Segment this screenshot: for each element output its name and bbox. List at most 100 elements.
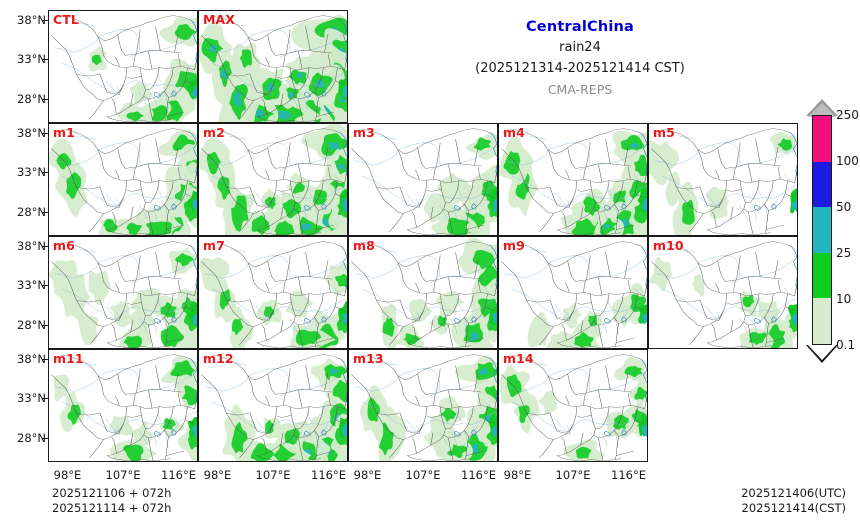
colorbar-band-100 — [813, 116, 831, 162]
y-tick-label: 33°N — [17, 52, 46, 67]
panel-label-ctl: CTL — [53, 12, 79, 27]
y-tick-mark — [42, 98, 48, 100]
x-tick-label: 98°E — [353, 468, 382, 482]
panel-label-m1: m1 — [53, 125, 75, 140]
region-title: CentralChina — [525, 19, 635, 35]
variable-title: rain24 — [559, 40, 601, 55]
footer-right: 2025121406(UTC) 2025121414(CST) — [741, 486, 846, 515]
map-panel-m13[interactable]: m13 — [348, 349, 498, 462]
panel-label-max: MAX — [203, 12, 236, 27]
map-panel-m12[interactable]: m12 — [198, 349, 348, 462]
map-surface — [199, 350, 347, 461]
x-tick-label: 116°E — [611, 468, 646, 482]
panel-label-m12: m12 — [203, 351, 234, 366]
map-surface — [199, 11, 347, 122]
x-tick-label: 116°E — [461, 468, 496, 482]
map-panel-m9[interactable]: m9 — [498, 236, 648, 349]
x-tick-label: 116°E — [161, 468, 196, 482]
y-tick-label: 38°N — [17, 125, 46, 140]
colorbar-band-50 — [813, 161, 831, 208]
y-tick-label: 33°N — [17, 391, 46, 406]
map-panel-m10[interactable]: m10 — [648, 236, 798, 349]
y-tick-label: 38°N — [17, 238, 46, 253]
map-panel-m6[interactable]: m6 — [48, 236, 198, 349]
y-tick-mark — [42, 211, 48, 213]
y-tick-label: 28°N — [17, 91, 46, 106]
panel-label-m3: m3 — [353, 125, 375, 140]
x-tick-label: 98°E — [203, 468, 232, 482]
x-tick-label: 107°E — [405, 468, 441, 482]
y-tick-label: 33°N — [17, 165, 46, 180]
colorbar[interactable] — [812, 115, 832, 345]
panel-label-m6: m6 — [53, 238, 75, 253]
y-tick-mark — [42, 437, 48, 439]
map-panel-max[interactable]: MAX — [198, 10, 348, 123]
panel-label-m13: m13 — [353, 351, 384, 366]
period-title: (2025121314-2025121414 CST) — [475, 61, 685, 76]
map-panel-m4[interactable]: m4 — [498, 123, 648, 236]
map-surface — [49, 124, 197, 235]
y-tick-label: 28°N — [17, 204, 46, 219]
map-surface — [199, 237, 347, 348]
title-block: CentralChina rain24 (2025121314-20251214… — [380, 18, 780, 100]
colorbar-band-25 — [813, 207, 831, 253]
colorbar-tick-10: 10 — [836, 292, 852, 306]
x-tick-label: 107°E — [255, 468, 291, 482]
map-surface — [349, 350, 497, 461]
footer-left: 2025121106 + 072h 2025121114 + 072h — [52, 486, 171, 515]
map-panel-ctl[interactable]: CTL — [48, 10, 198, 123]
map-panel-m14[interactable]: m14 — [498, 349, 648, 462]
colorbar-tick-25: 25 — [836, 246, 852, 260]
map-surface — [349, 124, 497, 235]
footer-right-line1: 2025121406(UTC) — [741, 486, 846, 500]
y-tick-mark — [42, 285, 48, 287]
x-tick-label: 98°E — [53, 468, 82, 482]
colorbar-over-arrow-fill — [808, 103, 836, 117]
colorbar-tick-0p1: 0.1 — [836, 338, 856, 352]
footer-left-line1: 2025121106 + 072h — [52, 486, 172, 500]
map-surface — [649, 124, 797, 235]
y-tick-mark — [42, 132, 48, 134]
x-tick-label: 107°E — [105, 468, 141, 482]
panel-label-m9: m9 — [503, 238, 525, 253]
x-tick-label: 116°E — [311, 468, 346, 482]
panel-label-m10: m10 — [653, 238, 684, 253]
colorbar-tick-100: 100 — [836, 154, 859, 168]
panel-label-m5: m5 — [653, 125, 675, 140]
colorbar-tick-50: 50 — [836, 200, 852, 214]
y-tick-label: 38°N — [17, 351, 46, 366]
map-surface — [49, 237, 197, 348]
footer-right-line2: 2025121414(CST) — [741, 500, 847, 515]
colorbar-band-10 — [813, 252, 831, 299]
map-surface — [49, 350, 197, 461]
y-tick-label: 33°N — [17, 278, 46, 293]
map-panel-m5[interactable]: m5 — [648, 123, 798, 236]
map-surface — [499, 350, 647, 461]
y-tick-label: 38°N — [17, 12, 46, 27]
panel-label-m8: m8 — [353, 238, 375, 253]
map-panel-m7[interactable]: m7 — [198, 236, 348, 349]
model-title: CMA-REPS — [547, 82, 613, 97]
map-panel-m2[interactable]: m2 — [198, 123, 348, 236]
colorbar-band-0.1 — [813, 298, 831, 344]
y-tick-mark — [42, 358, 48, 360]
map-surface — [499, 237, 647, 348]
map-panel-m3[interactable]: m3 — [348, 123, 498, 236]
y-tick-mark — [42, 324, 48, 326]
map-panel-m8[interactable]: m8 — [348, 236, 498, 349]
panel-label-m4: m4 — [503, 125, 525, 140]
y-tick-mark — [42, 59, 48, 61]
y-tick-label: 28°N — [17, 430, 46, 445]
panel-label-m11: m11 — [53, 351, 84, 366]
footer-left-line2: 2025121114 + 072h — [52, 500, 172, 515]
map-panel-m11[interactable]: m11 — [48, 349, 198, 462]
x-tick-label: 98°E — [503, 468, 532, 482]
map-surface — [349, 237, 497, 348]
panel-label-m2: m2 — [203, 125, 225, 140]
panel-label-m14: m14 — [503, 351, 534, 366]
map-surface — [199, 124, 347, 235]
map-surface — [499, 124, 647, 235]
map-panel-m1[interactable]: m1 — [48, 123, 198, 236]
panel-label-m7: m7 — [203, 238, 225, 253]
